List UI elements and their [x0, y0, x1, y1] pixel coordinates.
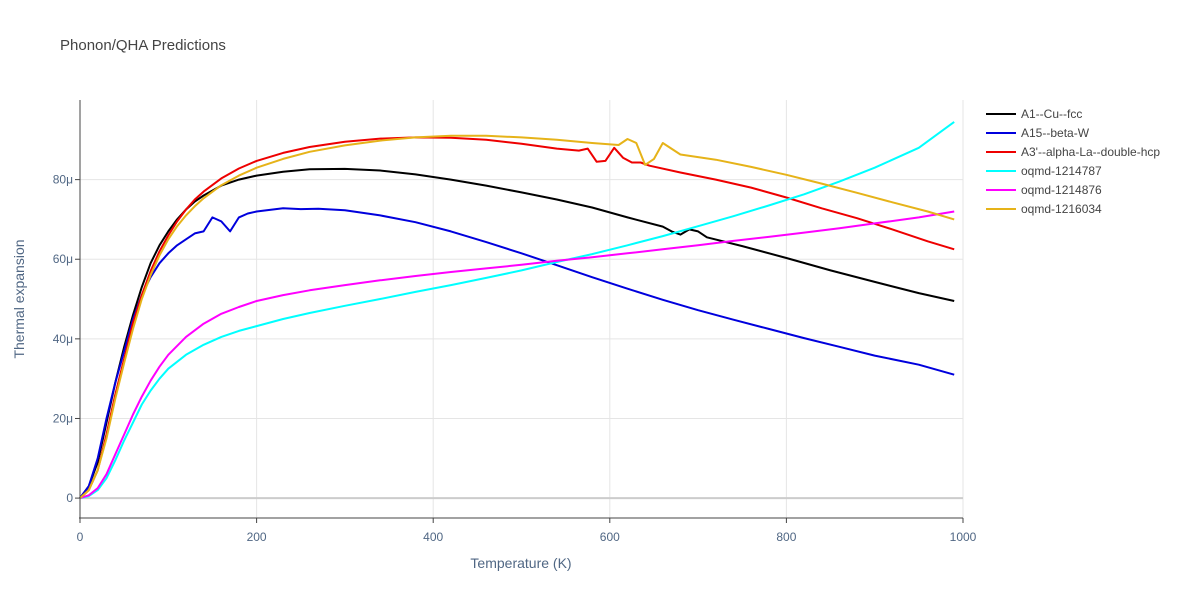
x-tick-label: 600	[600, 530, 620, 544]
series-line-2[interactable]	[79, 207, 955, 499]
legend-label: A1--Cu--fcc	[1021, 107, 1082, 121]
legend-item[interactable]: oqmd-1214787	[986, 164, 1102, 178]
y-tick-label: 40μ	[53, 332, 73, 346]
series-line-1[interactable]	[79, 167, 955, 499]
x-tick-label: 800	[776, 530, 796, 544]
y-tick-label: 80μ	[53, 173, 73, 187]
legend-item[interactable]: A15--beta-W	[986, 126, 1090, 140]
x-tick-label: 1000	[950, 530, 977, 544]
y-tick-label: 20μ	[53, 411, 73, 425]
legend-label: oqmd-1214876	[1021, 183, 1102, 197]
legend-label: A3'--alpha-La--double-hcp	[1021, 145, 1160, 159]
legend-label: A15--beta-W	[1021, 126, 1090, 140]
x-tick-label: 400	[423, 530, 443, 544]
axes: 0 200 400 600 800 1000 0 20μ 40μ 60μ 80μ	[53, 100, 977, 544]
series-line-4[interactable]	[79, 121, 955, 500]
legend-item[interactable]: oqmd-1216034	[986, 202, 1102, 216]
y-tick-label: 60μ	[53, 252, 73, 266]
y-tick-label: 0	[66, 491, 73, 505]
series-line-5[interactable]	[79, 210, 955, 500]
legend-label: oqmd-1216034	[1021, 202, 1102, 216]
legend[interactable]: A1--Cu--fcc A15--beta-W A3'--alpha-La--dou…	[986, 107, 1160, 216]
legend-item[interactable]: A1--Cu--fcc	[986, 107, 1082, 121]
legend-item[interactable]: A3'--alpha-La--double-hcp	[986, 145, 1160, 159]
chart-title: Phonon/QHA Predictions	[60, 37, 226, 54]
legend-label: oqmd-1214787	[1021, 164, 1102, 178]
x-axis-title: Temperature (K)	[470, 555, 571, 571]
legend-item[interactable]: oqmd-1214876	[986, 183, 1102, 197]
series-line-6[interactable]	[79, 134, 955, 499]
series-lines	[79, 121, 955, 500]
x-tick-label: 0	[77, 530, 84, 544]
grid	[80, 100, 964, 518]
x-tick-label: 200	[247, 530, 267, 544]
y-axis-title: Thermal expansion	[11, 239, 27, 358]
